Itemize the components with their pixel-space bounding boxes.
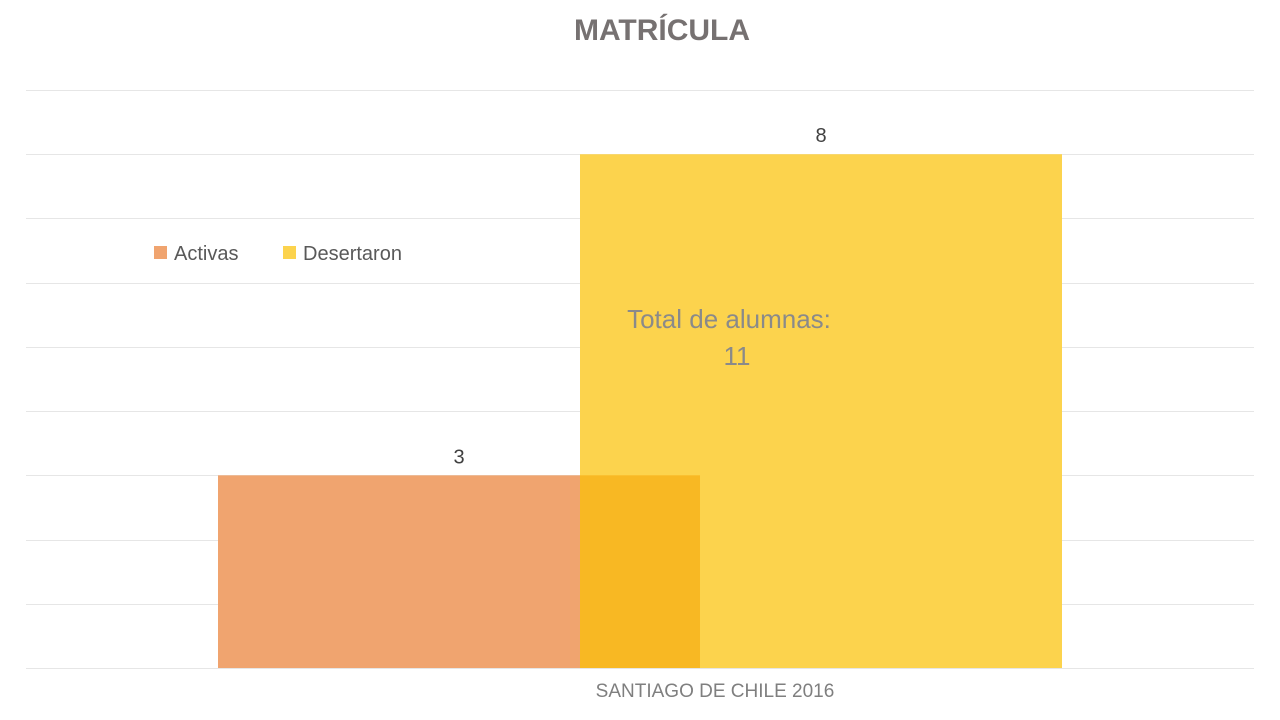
chart-title: MATRÍCULA [574,13,750,47]
bars [218,154,1062,668]
data-label-activas: 3 [453,446,464,468]
total-annotation: Total de alumnas: 11 [627,304,831,371]
legend-swatch-desertaron [283,246,296,259]
data-label-desertaron: 8 [815,125,826,147]
annotation-line-2: 11 [724,341,751,371]
data-labels: 38 [453,125,826,468]
bar-overlap [580,475,700,668]
legend: Activas Desertaron [154,243,402,265]
annotation-line-1: Total de alumnas: [627,304,831,334]
legend-swatch-activas [154,246,167,259]
legend-label-desertaron: Desertaron [303,243,402,265]
x-tick-label: SANTIAGO DE CHILE 2016 [596,681,835,702]
legend-label-activas: Activas [174,243,238,265]
